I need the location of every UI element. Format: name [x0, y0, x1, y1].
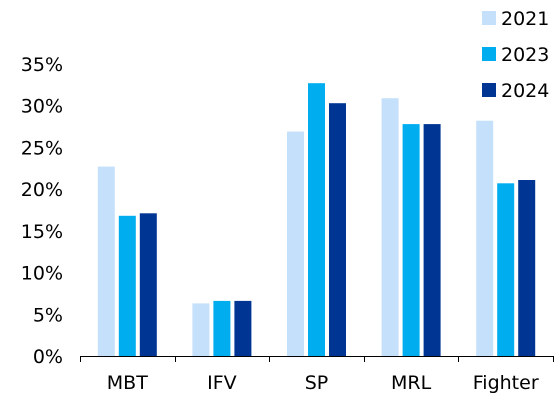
bar-2024-fighter: [518, 180, 536, 356]
legend-label-2021: 2021: [501, 8, 549, 30]
bar-2021-fighter: [476, 120, 494, 356]
bar-2024-sp: [329, 103, 346, 356]
legend-swatch-2024: [482, 83, 496, 97]
y-axis: 0% 5% 10% 15% 20% 25% 30% 35%: [21, 54, 63, 368]
bar-2024-mbt: [139, 213, 157, 356]
y-tick-label: 30%: [21, 96, 63, 118]
x-axis: MBT IFV SP MRL Fighter: [80, 356, 554, 394]
x-category-label: MRL: [391, 372, 432, 394]
x-category-label: IFV: [207, 372, 237, 394]
y-tick-label: 15%: [21, 221, 63, 243]
bar-2023-ifv: [213, 300, 231, 356]
y-tick-label: 25%: [21, 137, 63, 159]
bar-2023-fighter: [497, 183, 515, 356]
y-tick-label: 10%: [21, 263, 63, 285]
legend-label-2024: 2024: [501, 80, 549, 102]
legend-label-2023: 2023: [501, 44, 549, 66]
bar-2024-mrl: [423, 124, 441, 356]
bar-2021-mrl: [381, 98, 399, 356]
bar-2021-ifv: [192, 303, 210, 356]
y-tick-label: 5%: [33, 304, 63, 326]
bar-2021-mbt: [97, 166, 115, 356]
y-tick-label: 20%: [21, 179, 63, 201]
bars-group: [97, 83, 536, 356]
legend: 2021 2023 2024: [482, 8, 549, 102]
legend-swatch-2021: [482, 11, 496, 25]
bar-2023-mrl: [402, 124, 420, 356]
y-tick-label: 0%: [33, 346, 63, 368]
bar-2023-sp: [308, 83, 325, 356]
bar-2024-ifv: [234, 300, 252, 356]
x-category-label: MBT: [107, 372, 148, 394]
y-tick-label: 35%: [21, 54, 63, 76]
x-category-label: SP: [305, 372, 329, 394]
bar-2021-sp: [287, 131, 304, 356]
x-category-label: Fighter: [473, 372, 539, 394]
legend-swatch-2023: [482, 47, 496, 61]
bar-2023-mbt: [118, 215, 136, 356]
